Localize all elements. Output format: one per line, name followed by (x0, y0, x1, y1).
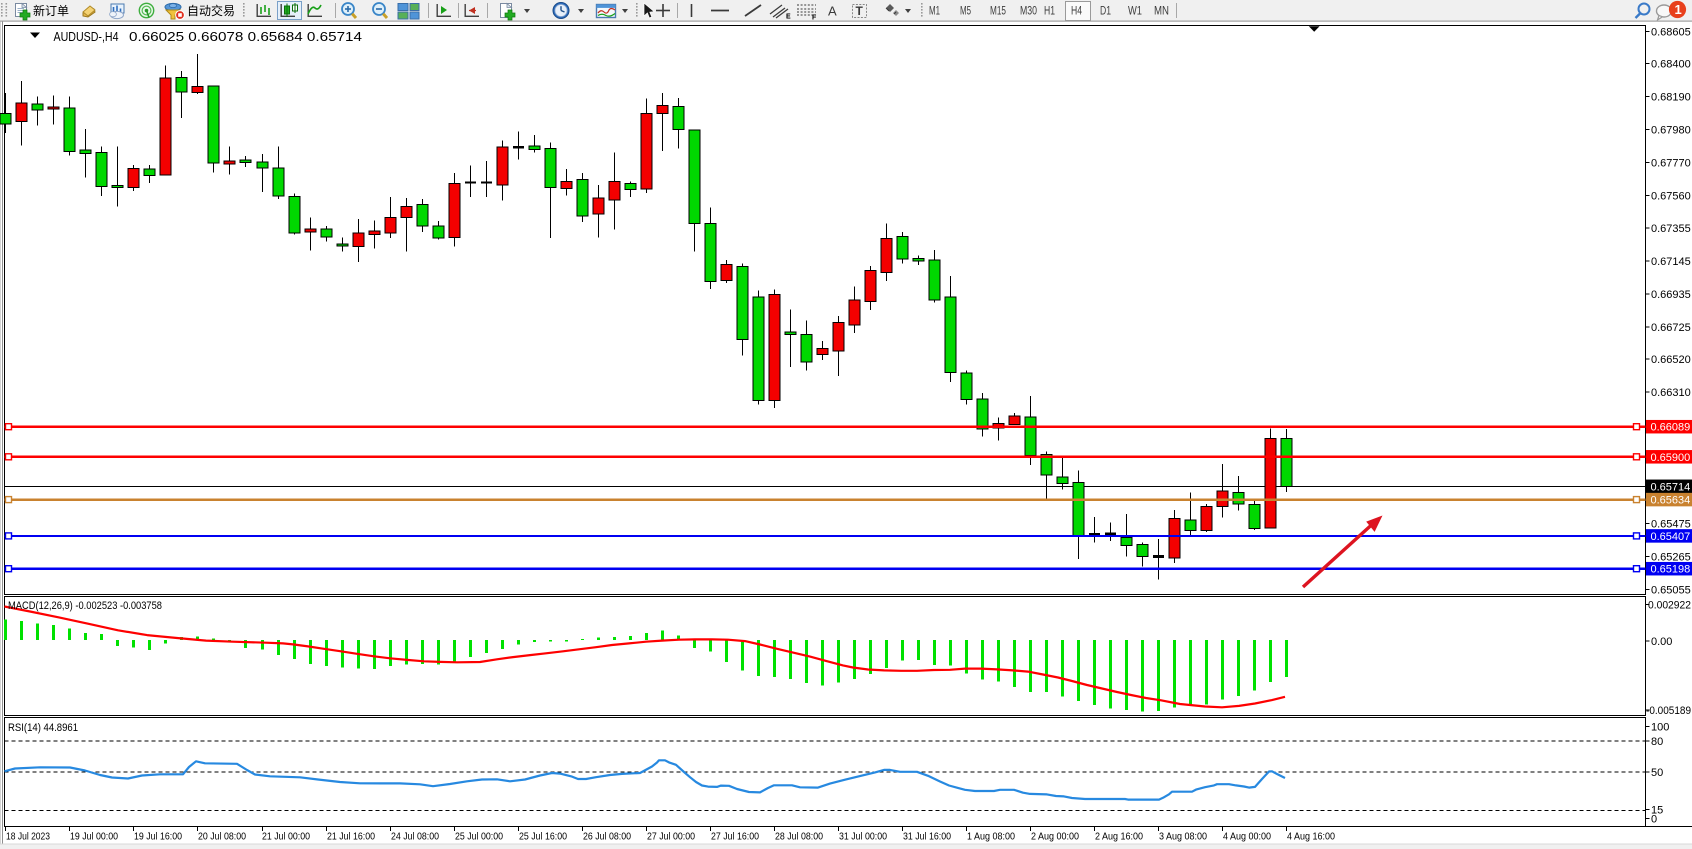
svg-text:26 Jul 08:00: 26 Jul 08:00 (583, 831, 631, 843)
svg-text:D1: D1 (1100, 6, 1111, 18)
svg-text:0.66935: 0.66935 (1651, 289, 1691, 301)
svg-text:100: 100 (1651, 721, 1669, 733)
svg-text:-0.005189: -0.005189 (1646, 705, 1691, 717)
svg-text:0.66310: 0.66310 (1651, 387, 1691, 399)
svg-text:25 Jul 00:00: 25 Jul 00:00 (455, 831, 503, 843)
svg-text:3 Aug 08:00: 3 Aug 08:00 (1159, 831, 1207, 843)
svg-text:20 Jul 08:00: 20 Jul 08:00 (198, 831, 246, 843)
svg-text:H1: H1 (1044, 6, 1055, 18)
svg-text:自动交易: 自动交易 (187, 3, 235, 18)
svg-text:RSI(14) 44.8961: RSI(14) 44.8961 (8, 722, 78, 734)
svg-text:F: F (812, 15, 817, 22)
svg-text:0.65407: 0.65407 (1651, 531, 1691, 543)
svg-text:M5: M5 (960, 6, 971, 18)
svg-text:4 Aug 00:00: 4 Aug 00:00 (1223, 831, 1271, 843)
svg-text:27 Jul 16:00: 27 Jul 16:00 (711, 831, 759, 843)
svg-text:19 Jul 00:00: 19 Jul 00:00 (70, 831, 118, 843)
svg-text:0.00: 0.00 (1651, 636, 1672, 648)
svg-text:21 Jul 16:00: 21 Jul 16:00 (327, 831, 375, 843)
svg-text:80: 80 (1651, 736, 1663, 748)
svg-text:0.67145: 0.67145 (1651, 256, 1691, 268)
svg-text:21 Jul 00:00: 21 Jul 00:00 (262, 831, 310, 843)
svg-text:2 Aug 00:00: 2 Aug 00:00 (1031, 831, 1079, 843)
svg-text:MN: MN (1154, 6, 1169, 18)
svg-text:AUDUSD-,H4: AUDUSD-,H4 (54, 29, 119, 44)
svg-text:0.68190: 0.68190 (1651, 92, 1691, 104)
svg-text:MACD(12,26,9) -0.002523 -0.003: MACD(12,26,9) -0.002523 -0.003758 (8, 600, 162, 612)
svg-text:4 Aug 16:00: 4 Aug 16:00 (1287, 831, 1335, 843)
svg-text:H4: H4 (1071, 6, 1082, 18)
svg-text:M30: M30 (1020, 6, 1037, 18)
svg-text:0.002922: 0.002922 (1648, 600, 1691, 612)
svg-text:1 Aug 08:00: 1 Aug 08:00 (967, 831, 1015, 843)
svg-text:0.65055: 0.65055 (1651, 585, 1691, 597)
svg-text:28 Jul 08:00: 28 Jul 08:00 (775, 831, 823, 843)
svg-text:25 Jul 16:00: 25 Jul 16:00 (519, 831, 567, 843)
svg-text:15: 15 (1651, 805, 1663, 817)
svg-text:18 Jul 2023: 18 Jul 2023 (6, 831, 50, 843)
svg-text:50: 50 (1651, 767, 1663, 779)
svg-text:0.65714: 0.65714 (1651, 481, 1691, 493)
svg-text:0.67980: 0.67980 (1651, 125, 1691, 137)
svg-text:M15: M15 (990, 6, 1006, 18)
svg-text:0.65634: 0.65634 (1651, 495, 1691, 507)
svg-text:0.66725: 0.66725 (1651, 322, 1691, 334)
svg-text:0.65265: 0.65265 (1651, 552, 1691, 564)
svg-text:24 Jul 08:00: 24 Jul 08:00 (391, 831, 439, 843)
svg-text:W1: W1 (1128, 6, 1142, 18)
svg-text:0.67355: 0.67355 (1651, 223, 1691, 235)
svg-text:0.65900: 0.65900 (1651, 452, 1691, 464)
svg-text:T: T (856, 4, 864, 18)
svg-text:0.66025 0.66078 0.65684 0.6571: 0.66025 0.66078 0.65684 0.65714 (129, 29, 362, 44)
svg-text:0.67560: 0.67560 (1651, 191, 1691, 203)
svg-text:1: 1 (1675, 2, 1682, 17)
svg-text:31 Jul 16:00: 31 Jul 16:00 (903, 831, 951, 843)
svg-text:新订单: 新订单 (33, 3, 69, 18)
svg-text:0.68400: 0.68400 (1651, 59, 1691, 71)
svg-text:19 Jul 16:00: 19 Jul 16:00 (134, 831, 182, 843)
svg-text:0.66520: 0.66520 (1651, 354, 1691, 366)
svg-text:E: E (786, 14, 791, 21)
svg-text:0.68605: 0.68605 (1651, 27, 1691, 39)
svg-text:31 Jul 00:00: 31 Jul 00:00 (839, 831, 887, 843)
svg-text:2 Aug 16:00: 2 Aug 16:00 (1095, 831, 1143, 843)
svg-text:M1: M1 (929, 6, 940, 18)
svg-text:27 Jul 00:00: 27 Jul 00:00 (647, 831, 695, 843)
svg-text:0.67770: 0.67770 (1651, 158, 1691, 170)
svg-text:0.65475: 0.65475 (1651, 519, 1691, 531)
svg-text:0.66089: 0.66089 (1651, 422, 1691, 434)
svg-text:0.65198: 0.65198 (1651, 564, 1691, 576)
svg-text:0: 0 (1651, 814, 1657, 826)
svg-text:A: A (828, 4, 837, 19)
